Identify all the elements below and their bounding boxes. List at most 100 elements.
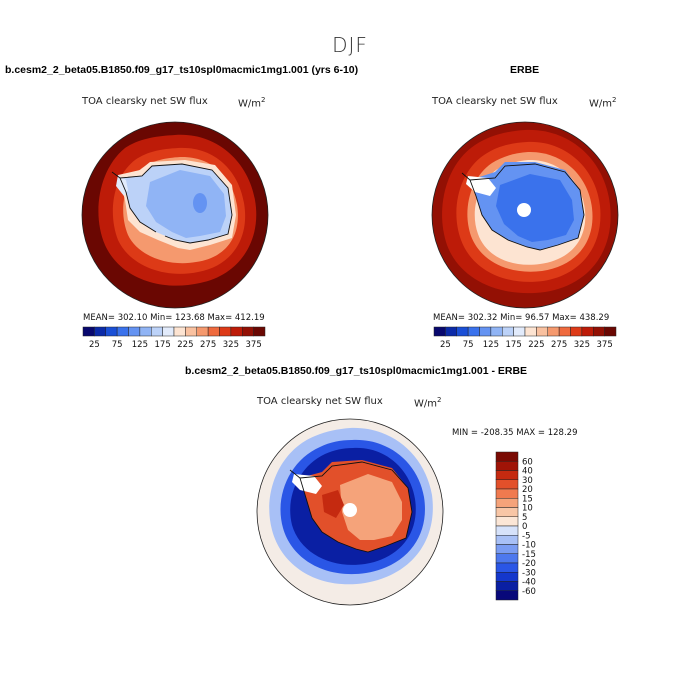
colorbar-model-tick-label: 125 [132, 340, 148, 350]
colorbar-difference-tick-label: 40 [522, 467, 533, 477]
map2-interior [496, 174, 574, 242]
panel1-stats: MEAN= 302.10 Min= 123.68 Max= 412.19 [83, 313, 265, 323]
colorbar-model-tick-label: 175 [155, 340, 171, 350]
colorbar-difference-tick-label: 20 [522, 485, 533, 495]
colorbar-difference-tick-label: -5 [522, 531, 530, 541]
colorbar-model-swatch [151, 326, 163, 337]
colorbar-difference-swatch [495, 572, 519, 582]
colorbar-difference-swatch [495, 470, 519, 480]
colorbar-model-tick-label: 75 [112, 340, 123, 350]
colorbar-erbe-tick-label: 375 [597, 340, 613, 350]
map3-border [256, 418, 444, 606]
panel2-stats: MEAN= 302.32 Min= 96.57 Max= 438.29 [433, 313, 610, 323]
colorbar-model-swatch [105, 326, 118, 337]
colorbar-difference-tick-label: -60 [522, 587, 536, 597]
panel2-subtitle: TOA clearsky net SW flux [432, 96, 558, 107]
colorbar-difference-tick-label: 30 [522, 476, 533, 486]
colorbar-erbe-swatch [445, 326, 457, 337]
colorbar-difference-tick-label: 60 [522, 457, 533, 467]
colorbar-erbe-swatch [593, 326, 605, 337]
map2-coastline [461, 163, 585, 251]
panel3-stats: MIN = -208.35 MAX = 128.29 [452, 428, 578, 438]
colorbar-model-swatch [230, 326, 243, 337]
colorbar-difference-tick-label: 0 [522, 522, 527, 532]
panel2-units: W/m2 [589, 96, 617, 110]
colorbar-erbe-tick-label: 75 [463, 340, 474, 350]
colorbar-difference-tick-label: -15 [522, 550, 536, 560]
colorbar-erbe-swatch [547, 326, 560, 337]
figure-title: DJF [332, 33, 368, 57]
map-model [82, 122, 268, 308]
colorbar-model-swatch [196, 326, 209, 337]
colorbar-difference-swatch [495, 461, 519, 471]
colorbar-model-tick-label: 225 [177, 340, 193, 350]
colorbar-erbe-swatch [433, 326, 446, 337]
colorbar-erbe-swatch [524, 326, 537, 337]
colorbar-model-swatch [219, 326, 232, 337]
colorbar-model-swatch [253, 326, 266, 337]
map1-interior [146, 170, 226, 238]
panel3-subtitle: TOA clearsky net SW flux [257, 396, 383, 407]
map1-coastline [111, 163, 233, 244]
colorbar-difference-swatch [495, 562, 519, 573]
map3-continent-peak [322, 490, 344, 518]
colorbar-erbe-tick-label: 125 [483, 340, 499, 350]
colorbar-model-swatch [128, 326, 141, 337]
colorbar-erbe-swatch [490, 326, 503, 337]
colorbar-erbe-swatch [456, 326, 469, 337]
colorbar-model-tick-label: 25 [89, 340, 100, 350]
map1-dome [193, 193, 207, 213]
colorbar-difference-tick-label: -20 [522, 559, 536, 569]
colorbar-difference-swatch [495, 498, 519, 508]
colorbar-model-swatch [207, 326, 220, 337]
colorbar-model-tick-label: 325 [223, 340, 239, 350]
colorbar-erbe-swatch [581, 326, 594, 337]
colorbar-erbe-swatch [502, 326, 514, 337]
map3-pole-hole [343, 503, 357, 517]
colorbar-difference-tick-label: 15 [522, 494, 533, 504]
colorbar-difference-swatch [495, 535, 519, 545]
colorbar-difference-swatch [495, 525, 519, 536]
colorbar-model-swatch [82, 326, 95, 337]
panel1-title: b.cesm2_2_beta05.B1850.f09_g17_ts10spl0m… [5, 64, 359, 76]
colorbar-erbe: 25 75 125 175 225 275 325 375 [433, 326, 617, 350]
map2-peninsula-hole [466, 176, 496, 196]
colorbar-model-tick-label: 375 [246, 340, 262, 350]
colorbar-difference-tick-label: -40 [522, 578, 536, 588]
colorbar-erbe-swatch [604, 326, 617, 337]
colorbar-model-swatch [116, 326, 129, 337]
colorbar-model-swatch [139, 326, 152, 337]
map2-border [431, 121, 619, 309]
panel1-subtitle: TOA clearsky net SW flux [82, 96, 208, 107]
map-difference [257, 419, 443, 605]
colorbar-difference-swatch [495, 488, 519, 499]
colorbar-difference-swatch [495, 516, 519, 527]
colorbar-difference-swatch [495, 581, 519, 591]
colorbar-difference-tick-label: -10 [522, 541, 536, 551]
colorbar-erbe-swatch [467, 326, 480, 337]
panel3-units: W/m2 [414, 396, 442, 410]
colorbar-model-swatch [94, 326, 106, 337]
colorbar-difference-swatch [495, 451, 519, 462]
map1-border [81, 121, 269, 309]
map3-coastline [289, 461, 413, 553]
panel3-title: b.cesm2_2_beta05.B1850.f09_g17_ts10spl0m… [185, 365, 528, 377]
colorbar-difference-swatch [495, 544, 519, 554]
colorbar-model-swatch [242, 326, 254, 337]
colorbar-erbe-swatch [558, 326, 571, 337]
colorbar-erbe-tick-label: 225 [528, 340, 544, 350]
colorbar-difference-swatch [495, 479, 519, 490]
colorbar-difference-swatch [495, 590, 519, 601]
colorbar-model-swatch [162, 326, 175, 337]
colorbar-difference-tick-label: -30 [522, 568, 536, 578]
colorbar-erbe-tick-label: 325 [574, 340, 590, 350]
panel1-units: W/m2 [238, 96, 266, 110]
colorbar-difference-tick-label: 5 [522, 513, 527, 523]
colorbar-erbe-swatch [536, 326, 548, 337]
map2-pole-hole [517, 203, 531, 217]
colorbar-model-swatch [173, 326, 186, 337]
colorbar-erbe-swatch [479, 326, 492, 337]
colorbar-model: 25 75 125 175 225 275 325 375 [82, 326, 266, 350]
